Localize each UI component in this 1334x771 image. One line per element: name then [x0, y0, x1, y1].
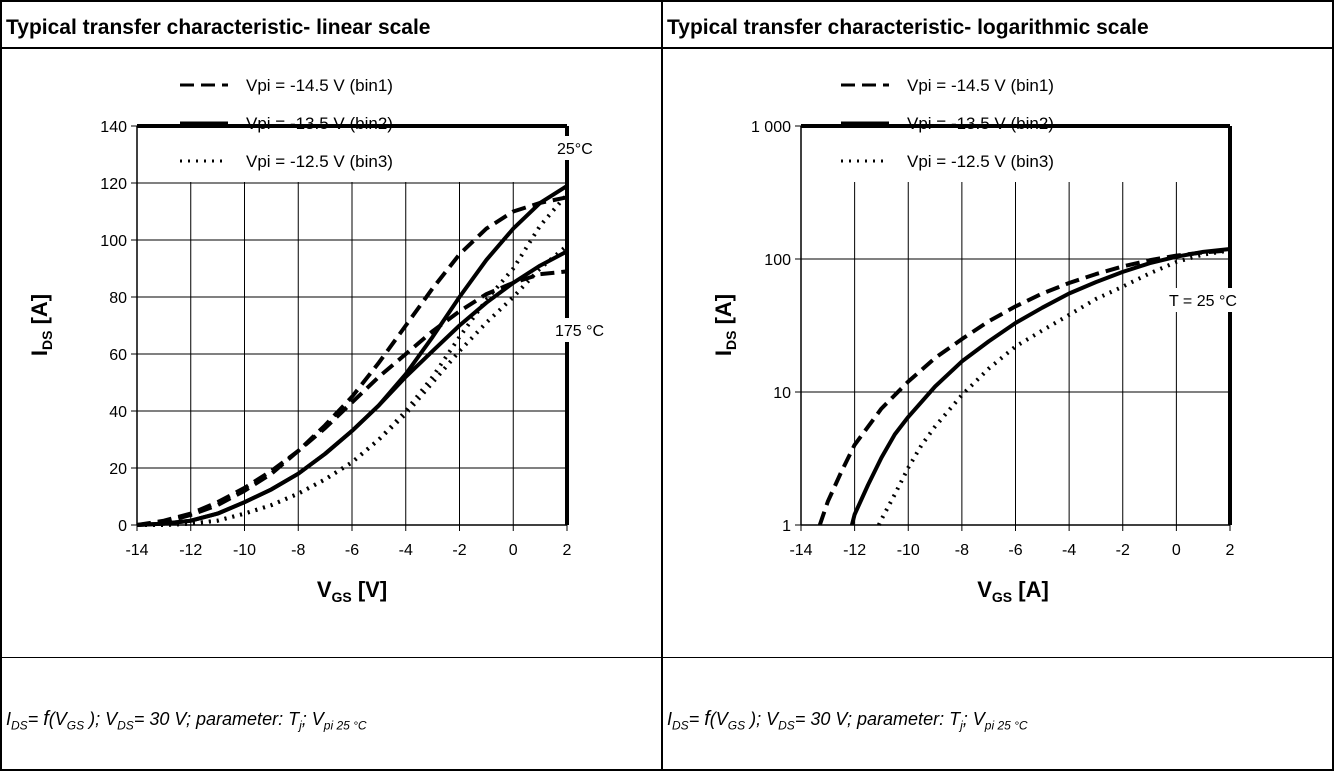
- table-border-bottom: [0, 769, 1334, 771]
- x-axis-title: VGS [V]: [317, 577, 387, 605]
- annotation-label: T = 25 °C: [1169, 293, 1237, 310]
- y-tick-label: 60: [109, 347, 127, 364]
- y-tick-label: 1 000: [751, 119, 791, 136]
- x-tick-label: 2: [1226, 542, 1235, 559]
- table-divider-caption: [0, 657, 1334, 658]
- chart-log: -14 -12 -10 -8 -6 -4 -2 0 2 1 10 100 1 000 Vpi = -14.…: [711, 69, 1265, 605]
- y-tick-label: 20: [109, 461, 127, 478]
- x-tick-label: -6: [345, 542, 359, 559]
- caption-log: IDS= f(VGS ); VDS= 30 V; parameter: Tj; …: [667, 708, 1028, 733]
- chart-linear: -14 -12 -10 -8 -6 -4 -2 0 2020406080100120140Vpi…: [27, 69, 627, 605]
- y-axis-title: IDS [A]: [27, 294, 55, 356]
- x-tick-label: -6: [1008, 542, 1022, 559]
- y-tick-label: 1: [782, 518, 791, 535]
- y-tick-label: 0: [118, 518, 127, 535]
- annotation-label: 25°C: [557, 141, 593, 158]
- legend-label: Vpi = -14.5 V (bin1): [246, 76, 393, 95]
- x-axis-title: VGS [A]: [977, 577, 1049, 605]
- caption-linear: IDS= f(VGS ); VDS= 30 V; parameter: Tj; …: [6, 708, 367, 733]
- x-tick-label: -2: [452, 542, 466, 559]
- table-border-right: [1332, 0, 1334, 771]
- y-axis-title: IDS [A]: [711, 294, 739, 356]
- y-tick-label: 100: [764, 252, 791, 269]
- panel-title-log: Typical transfer characteristic- logarit…: [667, 16, 1149, 39]
- table-divider-title: [0, 47, 1334, 49]
- series-line: [849, 247, 1231, 526]
- y-tick-label: 10: [773, 385, 791, 402]
- legend-label: Vpi = -13.5 V (bin2): [246, 114, 393, 133]
- annotation-label: 175 °C: [555, 323, 604, 340]
- legend-label: Vpi = -13.5 V (bin2): [907, 114, 1054, 133]
- x-tick-label: -14: [125, 542, 148, 559]
- x-tick-label: -8: [955, 542, 969, 559]
- x-tick-label: 0: [509, 542, 518, 559]
- legend-label: Vpi = -12.5 V (bin3): [907, 152, 1054, 171]
- x-tick-label: -10: [897, 542, 920, 559]
- x-tick-label: 2: [563, 542, 572, 559]
- series-line: [136, 249, 568, 527]
- table-divider-vertical: [661, 0, 663, 771]
- x-tick-label: -2: [1116, 542, 1130, 559]
- annotation-backdrop: [551, 318, 627, 342]
- x-tick-label: -10: [233, 542, 256, 559]
- annotation-backdrop: [553, 136, 615, 160]
- legend-label: Vpi = -12.5 V (bin3): [246, 152, 393, 171]
- x-tick-label: -14: [789, 542, 812, 559]
- table-border-left: [0, 0, 2, 771]
- x-tick-label: -8: [291, 542, 305, 559]
- y-tick-label: 80: [109, 290, 127, 307]
- x-tick-label: 0: [1172, 542, 1181, 559]
- y-tick-label: 120: [100, 176, 127, 193]
- y-tick-label: 140: [100, 119, 127, 136]
- x-tick-label: -4: [399, 542, 413, 559]
- y-tick-label: 100: [100, 233, 127, 250]
- y-tick-label: 40: [109, 404, 127, 421]
- x-tick-label: -12: [179, 542, 202, 559]
- x-tick-label: -4: [1062, 542, 1076, 559]
- series-line: [136, 195, 568, 527]
- series-line: [136, 269, 568, 527]
- legend-label: Vpi = -14.5 V (bin1): [907, 76, 1054, 95]
- annotation-backdrop: [1165, 288, 1265, 312]
- series-line: [817, 248, 1231, 526]
- x-tick-label: -12: [843, 542, 866, 559]
- table-border-top: [0, 0, 1334, 2]
- panel-title-linear: Typical transfer characteristic- linear …: [6, 16, 431, 39]
